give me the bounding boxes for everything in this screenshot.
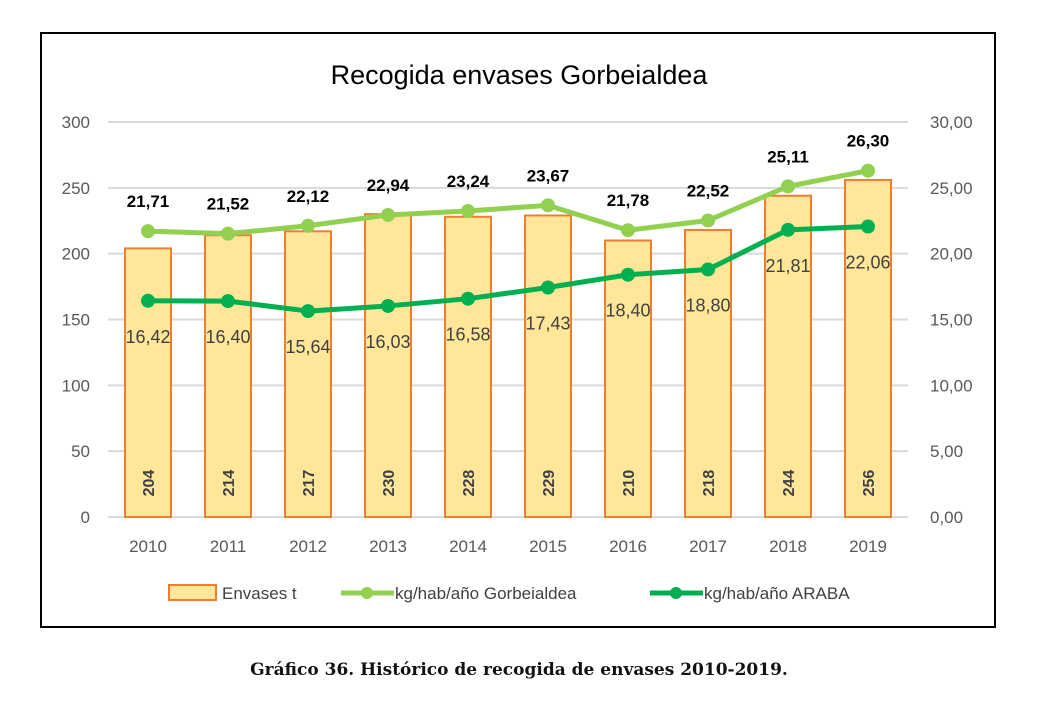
point-araba <box>541 280 555 295</box>
point-gorbeialdea <box>301 218 315 233</box>
point-gorbeialdea <box>461 204 475 219</box>
point-gorbeialdea <box>701 213 715 228</box>
bar <box>844 178 892 519</box>
y-right-tick-label: 15,00 <box>930 311 973 330</box>
chart-frame <box>40 32 996 628</box>
x-tick-label: 2012 <box>289 537 327 556</box>
point-araba <box>621 267 635 282</box>
bar <box>764 194 812 518</box>
data-label-gorbeialdea: 23,24 <box>447 172 490 191</box>
bar-data-label: 256 <box>861 470 878 497</box>
data-label-gorbeialdea: 22,52 <box>687 181 730 200</box>
line-araba <box>147 224 869 314</box>
y-left-tick-label: 200 <box>62 245 90 264</box>
point-araba <box>781 222 795 237</box>
legend-swatch-envases <box>168 584 217 601</box>
legend-label-araba: kg/hab/año ARABA <box>704 584 850 603</box>
bar-data-label: 230 <box>381 470 398 497</box>
bar <box>124 247 172 518</box>
data-label-gorbeialdea: 23,67 <box>527 166 570 185</box>
point-araba <box>861 219 875 234</box>
line-gorbeialdea <box>147 168 869 237</box>
data-label-araba: 22,06 <box>845 253 890 273</box>
bar-data-label: 218 <box>701 470 718 497</box>
bar <box>444 215 492 519</box>
y-right-tick-label: 5,00 <box>930 442 963 461</box>
y-left-tick-label: 100 <box>62 376 90 395</box>
data-label-gorbeialdea: 21,78 <box>607 191 650 210</box>
bar <box>604 239 652 518</box>
x-tick-label: 2016 <box>609 537 647 556</box>
data-label-gorbeialdea: 22,94 <box>367 176 410 195</box>
legend-label-gorbeialdea: kg/hab/año Gorbeialdea <box>395 584 577 603</box>
x-tick-label: 2017 <box>689 537 727 556</box>
y-right-tick-label: 0,00 <box>930 508 963 527</box>
y-right-tick-label: 25,00 <box>930 179 973 198</box>
point-araba <box>141 293 155 308</box>
x-tick-label: 2019 <box>849 537 887 556</box>
legend-marker-gorbeialdea <box>361 587 373 599</box>
data-label-gorbeialdea: 26,30 <box>847 132 890 151</box>
bar <box>364 213 412 519</box>
y-left-tick-label: 150 <box>62 311 90 330</box>
point-gorbeialdea <box>221 226 235 241</box>
x-tick-label: 2011 <box>210 537 247 556</box>
point-araba <box>221 294 235 309</box>
chart-title: Recogida envases Gorbeialdea <box>331 60 709 90</box>
bar <box>524 214 572 518</box>
x-tick-label: 2013 <box>369 537 407 556</box>
point-gorbeialdea <box>141 224 155 239</box>
point-araba <box>461 291 475 306</box>
y-left-tick-label: 0 <box>81 508 90 527</box>
y-left-tick-label: 300 <box>62 113 90 132</box>
data-label-gorbeialdea: 22,12 <box>287 187 330 206</box>
data-label-araba: 18,40 <box>605 301 650 321</box>
data-label-araba: 16,42 <box>125 327 170 347</box>
data-label-araba: 18,80 <box>685 295 730 315</box>
data-label-araba: 16,40 <box>205 327 250 347</box>
legend-label-envases: Envases t <box>222 584 297 603</box>
data-label-araba: 15,64 <box>285 337 330 357</box>
legend-marker-araba <box>670 587 682 599</box>
chart: Recogida envases Gorbeialdea 0 50 100 150 200… <box>62 60 973 603</box>
data-label-gorbeialdea: 25,11 <box>767 147 809 166</box>
y-right-tick-label: 10,00 <box>930 376 973 395</box>
bar-data-label: 210 <box>621 470 638 497</box>
point-gorbeialdea <box>381 207 395 222</box>
bar-data-label: 228 <box>461 470 478 497</box>
bar <box>204 234 252 518</box>
figure-caption: Gráfico 36. Histórico de recogida de env… <box>250 660 788 680</box>
point-gorbeialdea <box>861 163 875 178</box>
point-gorbeialdea <box>781 179 795 194</box>
point-gorbeialdea <box>621 223 635 238</box>
bar-data-label: 217 <box>301 470 318 497</box>
data-label-gorbeialdea: 21,52 <box>207 195 250 214</box>
data-label-araba: 21,81 <box>765 256 810 276</box>
x-tick-label: 2015 <box>529 537 567 556</box>
point-araba <box>701 262 715 277</box>
data-label-araba: 16,03 <box>365 332 410 352</box>
data-label-araba: 17,43 <box>525 314 570 334</box>
point-gorbeialdea <box>541 198 555 213</box>
bar-data-label: 244 <box>781 470 798 497</box>
point-araba <box>301 304 315 319</box>
y-left-tick-label: 50 <box>71 442 90 461</box>
y-right-tick-label: 30,00 <box>930 113 973 132</box>
y-left-tick-label: 250 <box>62 179 90 198</box>
data-label-gorbeialdea: 21,71 <box>127 192 170 211</box>
point-araba <box>381 298 395 313</box>
x-tick-label: 2014 <box>449 537 487 556</box>
x-tick-label: 2010 <box>129 537 167 556</box>
data-label-araba: 16,58 <box>445 325 490 345</box>
bar-data-label: 214 <box>221 470 238 497</box>
bar <box>284 230 332 519</box>
x-tick-label: 2018 <box>769 537 807 556</box>
bar-data-label: 204 <box>141 470 158 497</box>
bar-data-label: 229 <box>541 470 558 497</box>
y-right-tick-label: 20,00 <box>930 245 973 264</box>
bar <box>684 228 732 518</box>
